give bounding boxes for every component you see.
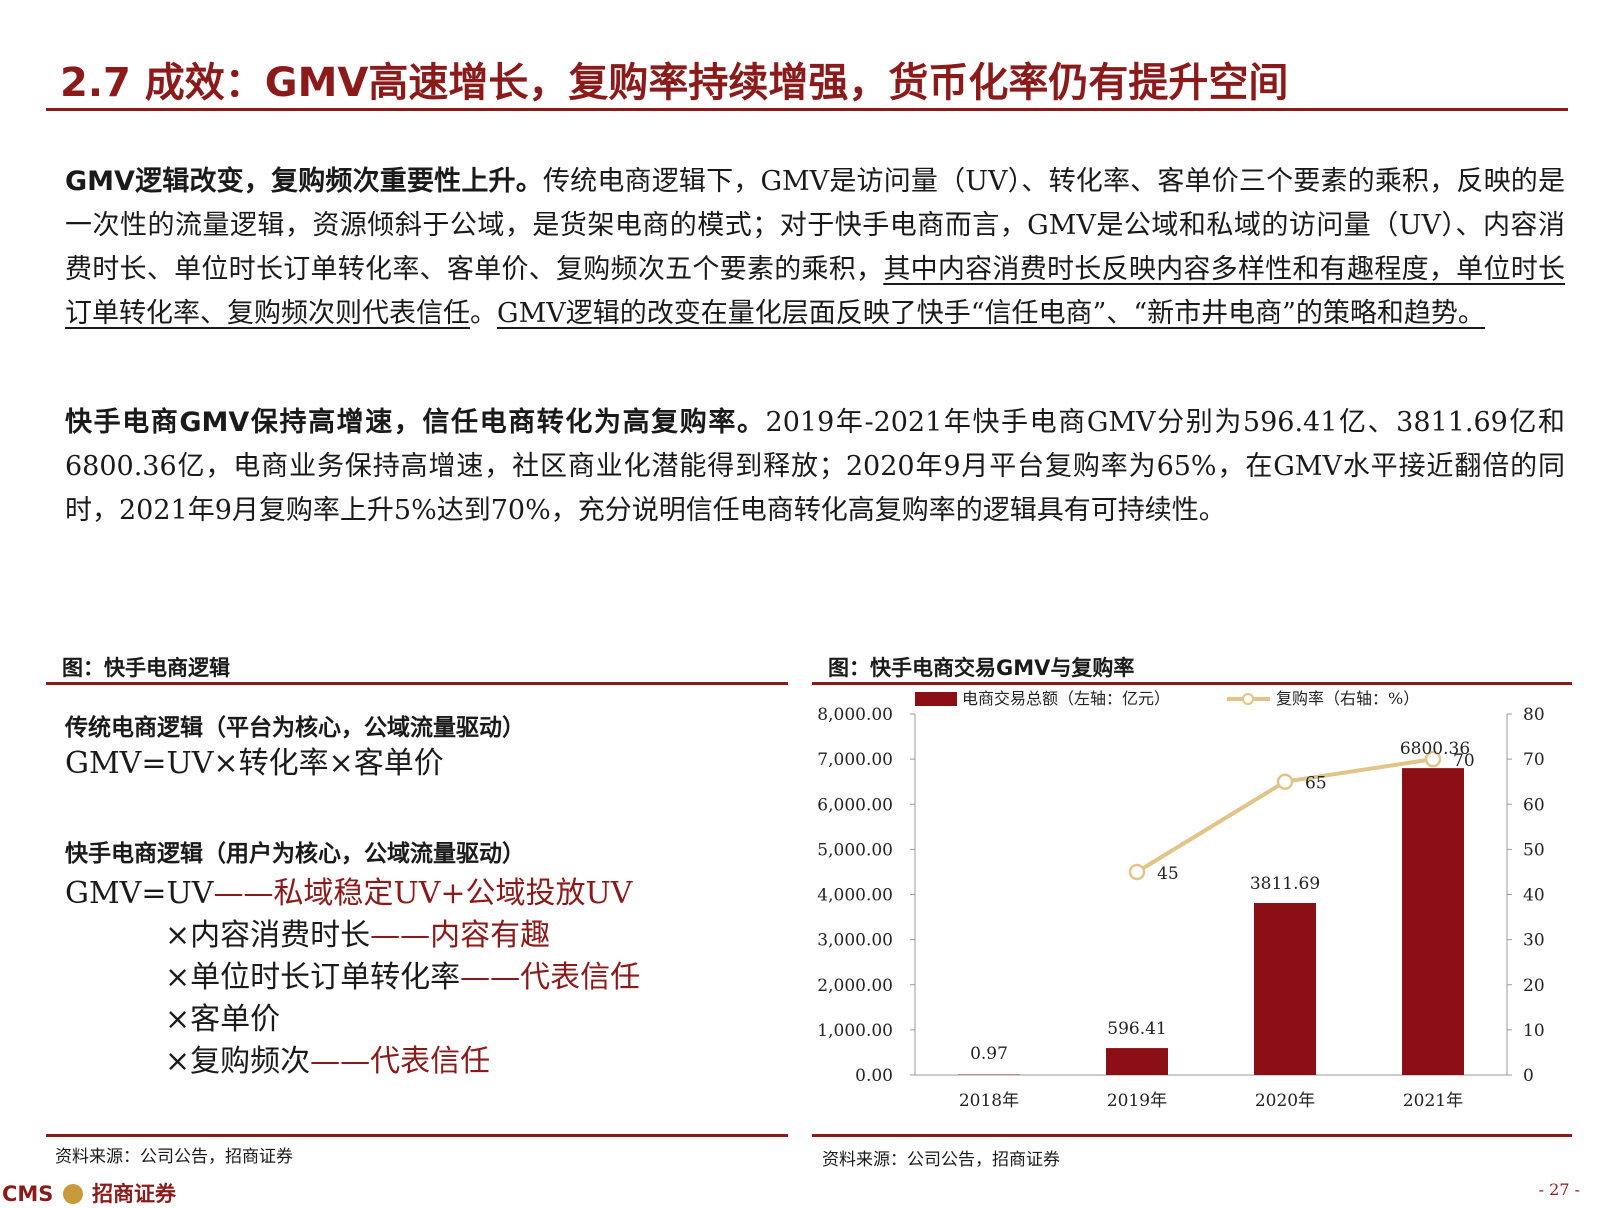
kuaishou-logic-line: GMV=UV——私域稳定UV+公域投放UV bbox=[65, 876, 633, 911]
y-left-tick-label: 2,000.00 bbox=[817, 976, 893, 996]
chart-axes: 0.00 1,000.00 2,000.00 3,000.00 4,000.00 5,00… bbox=[817, 705, 1544, 1111]
y-left-tick-label: 4,000.00 bbox=[817, 886, 893, 906]
y-right-tick-label: 0 bbox=[1523, 1066, 1534, 1086]
y-right-tick-label: 50 bbox=[1523, 840, 1545, 860]
legend-line-label: 复购率（右轴：%） bbox=[1276, 690, 1419, 708]
left-figure-source: 资料来源：公司公告，招商证券 bbox=[55, 1147, 293, 1167]
gmv-data-label: 6800.36 bbox=[1400, 739, 1470, 759]
paragraph-text: 。 bbox=[470, 298, 497, 329]
paragraph-lead: 快手电商GMV保持高增速，信任电商转化为高复购率。 bbox=[65, 407, 766, 438]
legend-bar-swatch bbox=[915, 692, 957, 706]
page-title: 2.7 成效：GMV高速增长，复购率持续增强，货币化率仍有提升空间 bbox=[60, 60, 1289, 106]
paragraph-gmv-logic: GMV逻辑改变，复购频次重要性上升。传统电商逻辑下，GMV是访问量（UV）、转化… bbox=[65, 160, 1565, 336]
y-right-tick-label: 80 bbox=[1523, 705, 1545, 725]
brand-emblem-icon bbox=[62, 1184, 83, 1204]
paragraph-gmv-growth: 快手电商GMV保持高增速，信任电商转化为高复购率。2019年-2021年快手电商… bbox=[65, 401, 1565, 533]
y-right-tick-label: 10 bbox=[1523, 1021, 1545, 1041]
left-figure-rule bbox=[46, 682, 788, 685]
repurchase-data-label: 70 bbox=[1453, 751, 1475, 771]
paragraph-text: 传统电商逻辑下，GMV是访问量（UV）、转化率、客单价三个要素的乘积，反映的是一… bbox=[65, 166, 1565, 285]
paragraph-text: 2019年-2021年快手电商GMV分别为596.41亿、3811.69亿和68… bbox=[65, 407, 1565, 526]
repurchase-data-label: 65 bbox=[1305, 774, 1327, 794]
title-divider bbox=[46, 108, 1568, 111]
brand-logo-text: CMS bbox=[2, 1182, 54, 1206]
y-right-tick-label: 70 bbox=[1523, 750, 1545, 770]
legend-line-marker bbox=[1242, 693, 1254, 705]
chart-line bbox=[1128, 750, 1442, 881]
x-tick-label: 2021年 bbox=[1403, 1091, 1463, 1111]
gmv-bar bbox=[1402, 768, 1464, 1075]
right-figure-source: 资料来源：公司公告，招商证券 bbox=[822, 1150, 1060, 1170]
y-right-tick-label: 60 bbox=[1523, 795, 1545, 815]
y-left-tick-label: 6,000.00 bbox=[817, 795, 893, 815]
paragraph-lead: GMV逻辑改变，复购频次重要性上升。 bbox=[65, 166, 543, 197]
y-right-tick-label: 20 bbox=[1523, 976, 1545, 996]
kuaishou-logic-line: ×客单价 bbox=[165, 1002, 281, 1037]
gmv-repurchase-chart: 0.00 1,000.00 2,000.00 3,000.00 4,000.00 5,00… bbox=[817, 690, 1544, 1111]
gmv-data-label: 596.41 bbox=[1107, 1019, 1166, 1039]
repurchase-point bbox=[1424, 750, 1442, 768]
traditional-logic-heading: 传统电商逻辑（平台为核心，公域流量驱动） bbox=[65, 715, 525, 741]
brand-logo-cn: 招商证券 bbox=[92, 1182, 177, 1206]
gmv-bar bbox=[1106, 1048, 1168, 1075]
y-right-tick-label: 30 bbox=[1523, 931, 1545, 951]
kuaishou-logic-heading: 快手电商逻辑（用户为核心，公域流量驱动） bbox=[65, 841, 525, 867]
traditional-logic-formula: GMV=UV×转化率×客单价 bbox=[65, 746, 444, 781]
kuaishou-logic-line: ×单位时长订单转化率——代表信任 bbox=[165, 960, 641, 995]
repurchase-data-label: 45 bbox=[1157, 864, 1179, 884]
right-source-rule bbox=[812, 1134, 1572, 1137]
repurchase-point bbox=[1128, 863, 1146, 881]
legend-bar-label: 电商交易总额（左轴：亿元） bbox=[962, 690, 1170, 708]
y-left-tick-label: 5,000.00 bbox=[817, 840, 893, 860]
brand-logo: CMS 招商证券 bbox=[2, 1178, 176, 1208]
paragraph-underlined: GMV逻辑的改变在量化层面反映了快手“信任电商”、“新市井电商”的策略和趋势。 bbox=[497, 298, 1485, 329]
right-figure-label: 图：快手电商交易GMV与复购率 bbox=[828, 656, 1135, 680]
y-right-tick-label: 40 bbox=[1523, 886, 1545, 906]
repurchase-point bbox=[1276, 773, 1294, 790]
gmv-data-label: 0.97 bbox=[970, 1044, 1008, 1064]
y-left-tick-label: 7,000.00 bbox=[817, 750, 893, 770]
x-tick-label: 2020年 bbox=[1255, 1091, 1315, 1111]
chart-bars bbox=[958, 768, 1464, 1075]
chart-labels: 0.97 596.41 3811.69 6800.36 45 65 70 bbox=[970, 739, 1475, 1064]
gmv-bar bbox=[1254, 902, 1316, 1075]
kuaishou-logic-line: ×内容消费时长——内容有趣 bbox=[165, 918, 551, 953]
kuaishou-logic-line: ×复购频次——代表信任 bbox=[165, 1044, 491, 1079]
y-left-tick-label: 1,000.00 bbox=[817, 1021, 893, 1041]
right-figure-rule bbox=[812, 682, 1572, 685]
gmv-bar bbox=[958, 1074, 1020, 1075]
gmv-data-label: 3811.69 bbox=[1250, 874, 1320, 894]
left-figure-label: 图：快手电商逻辑 bbox=[62, 656, 230, 680]
y-left-tick-label: 8,000.00 bbox=[817, 705, 893, 725]
paragraph-underlined: 其中内容消费时长反映内容多样性和有趣程度，单位时长订单转化率、复购频次则代表信任 bbox=[65, 254, 1566, 329]
x-tick-label: 2018年 bbox=[959, 1091, 1019, 1111]
x-tick-label: 2019年 bbox=[1107, 1091, 1167, 1111]
y-left-tick-label: 0.00 bbox=[855, 1066, 893, 1086]
left-source-rule bbox=[46, 1134, 788, 1137]
page-number: - 27 - bbox=[1538, 1180, 1580, 1199]
chart-legend: 电商交易总额（左轴：亿元） 复购率（右轴：%） bbox=[915, 690, 1419, 708]
y-left-tick-label: 3,000.00 bbox=[817, 931, 893, 951]
